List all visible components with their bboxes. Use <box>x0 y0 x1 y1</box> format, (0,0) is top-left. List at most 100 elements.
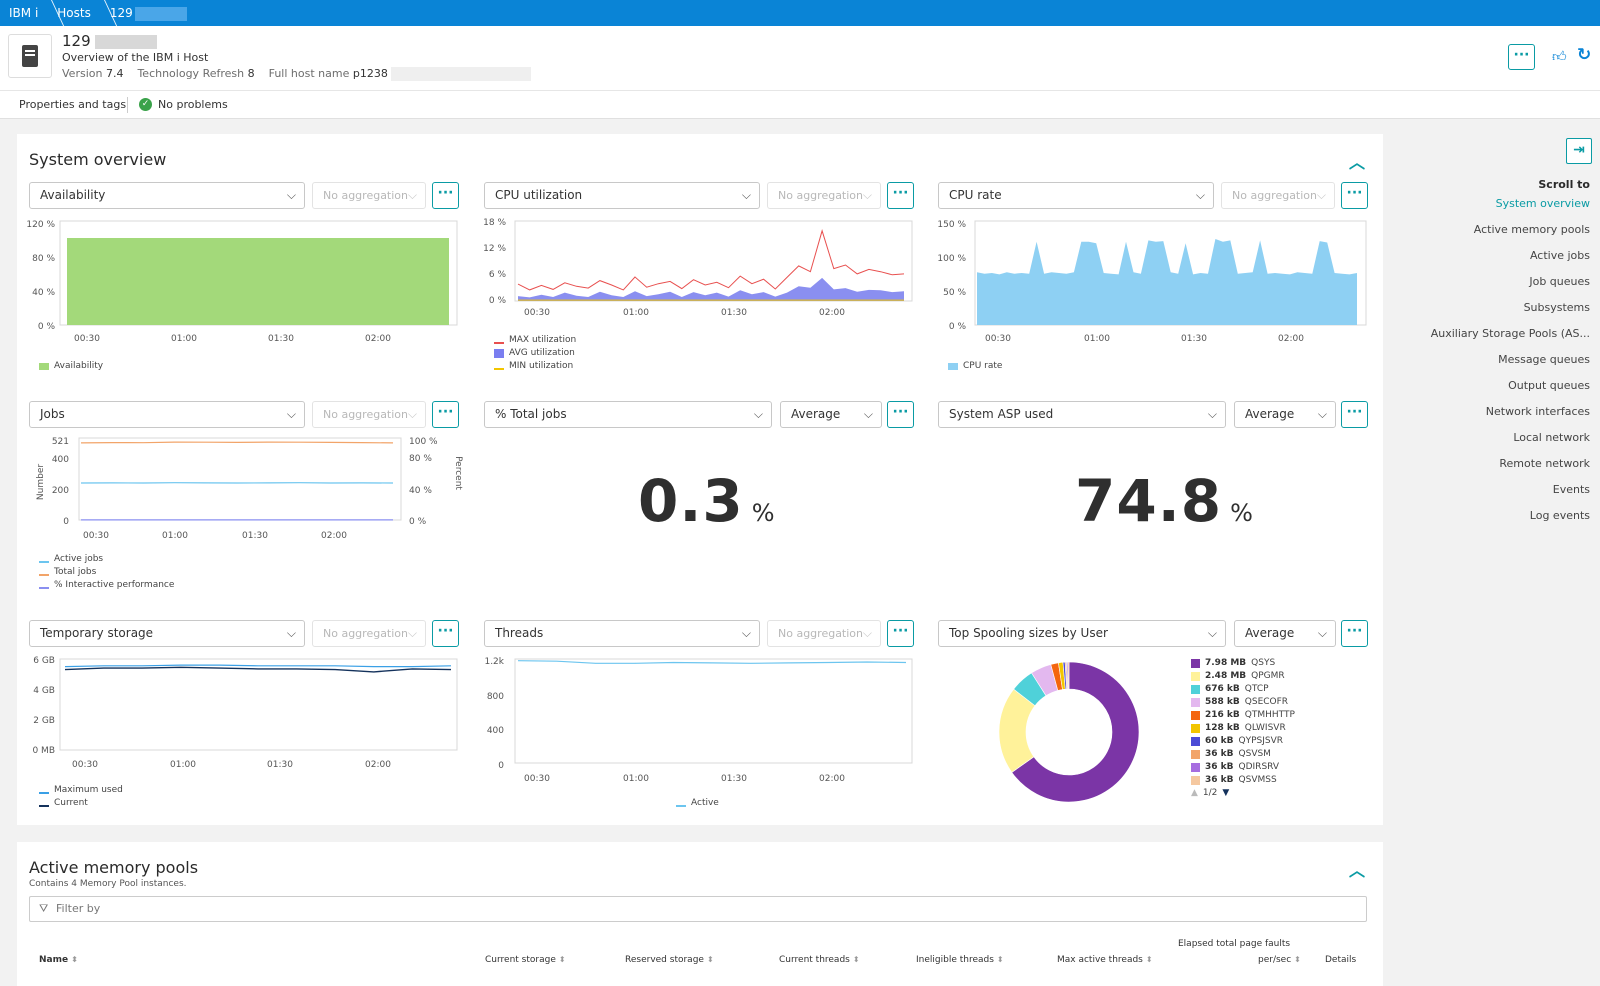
metric-select[interactable]: % Total jobs ⌵ <box>484 401 772 428</box>
nav-local-network[interactable]: Local network <box>1513 431 1590 444</box>
metric-select[interactable]: Jobs ⌵ <box>29 401 305 428</box>
column-page-faults-unit[interactable]: per/sec ⬍ <box>1258 955 1301 965</box>
legend-item[interactable]: Availability <box>39 360 103 373</box>
nav-auxiliary-storage-pools[interactable]: Auxiliary Storage Pools (AS... <box>1430 327 1590 340</box>
refresh-icon[interactable]: ↻ <box>1577 45 1592 65</box>
sort-icon: ⬍ <box>71 955 78 964</box>
metric-select[interactable]: CPU rate ⌵ <box>938 182 1214 209</box>
nav-job-queues[interactable]: Job queues <box>1529 275 1590 288</box>
column-max-active-threads[interactable]: Max active threads ⬍ <box>1057 955 1153 965</box>
breadcrumb-ibmi[interactable]: IBM i <box>0 0 48 26</box>
line-series-icon <box>676 801 686 807</box>
donut-legend-item[interactable]: 128 kB QLWISVR <box>1191 722 1295 735</box>
nav-active-memory-pools[interactable]: Active memory pools <box>1473 223 1590 236</box>
legend-item[interactable]: CPU rate <box>948 360 1002 373</box>
column-current-storage[interactable]: Current storage ⬍ <box>485 955 566 965</box>
column-name[interactable]: Name ⬍ <box>39 955 78 965</box>
aggregation-select[interactable]: Average ⌵ <box>780 401 882 428</box>
system-overview-section: System overview ︿ Availability ⌵ No aggre… <box>17 134 1383 825</box>
properties-and-tags-link[interactable]: Properties and tags <box>19 98 127 111</box>
tile-menu-button[interactable]: ··· <box>1341 620 1368 647</box>
tile-menu-button[interactable]: ··· <box>887 620 914 647</box>
thumbs-up-icon[interactable]: 👍︎ <box>1552 49 1567 65</box>
legend-label: QDIRSRV <box>1238 762 1280 772</box>
metric-select[interactable]: Availability ⌵ <box>29 182 305 209</box>
line-series-icon <box>39 570 49 576</box>
nav-network-interfaces[interactable]: Network interfaces <box>1485 405 1590 418</box>
breadcrumb-host[interactable]: 129 <box>101 0 197 26</box>
nav-remote-network[interactable]: Remote network <box>1499 457 1590 470</box>
tile-menu-button[interactable]: ··· <box>432 620 459 647</box>
column-current-threads[interactable]: Current threads ⬍ <box>779 955 860 965</box>
nav-system-overview[interactable]: System overview <box>1495 197 1590 210</box>
donut-legend-item[interactable]: 36 kB QDIRSRV <box>1191 761 1295 774</box>
nav-log-events[interactable]: Log events <box>1529 509 1590 522</box>
column-ineligible-threads[interactable]: Ineligible threads ⬍ <box>916 955 1004 965</box>
legend-pager[interactable]: ▲ 1/2 ▼ <box>1191 787 1295 800</box>
nav-message-queues[interactable]: Message queues <box>1498 353 1590 366</box>
tile-menu-button[interactable]: ··· <box>1341 182 1368 209</box>
donut-slice[interactable] <box>1067 661 1070 690</box>
tile-menu-button[interactable]: ··· <box>432 401 459 428</box>
tile-menu-button[interactable]: ··· <box>432 182 459 209</box>
problems-status[interactable]: No problems <box>158 98 228 111</box>
collapse-panel-icon[interactable]: ⇥ <box>1566 138 1592 164</box>
donut-legend-item[interactable]: 36 kB QSVMSS <box>1191 774 1295 787</box>
y-tick: 200 <box>52 486 69 496</box>
breadcrumb-hosts[interactable]: Hosts <box>48 0 101 26</box>
nav-output-queues[interactable]: Output queues <box>1508 379 1590 392</box>
legend-item[interactable]: % Interactive performance <box>39 579 174 592</box>
donut-legend-item[interactable]: 216 kB QTMHHTTP <box>1191 709 1295 722</box>
legend-item[interactable]: Current <box>39 797 123 810</box>
tile-menu-button[interactable]: ··· <box>887 182 914 209</box>
metric-select[interactable]: Temporary storage ⌵ <box>29 620 305 647</box>
donut-legend-item[interactable]: 588 kB QSECOFR <box>1191 696 1295 709</box>
donut-slice[interactable] <box>1011 661 1140 803</box>
nav-subsystems[interactable]: Subsystems <box>1523 301 1590 314</box>
y-tick: 18 % <box>483 218 506 228</box>
metric-select[interactable]: CPU utilization ⌵ <box>484 182 760 209</box>
legend-item[interactable]: Active jobs <box>39 553 174 566</box>
legend-item[interactable]: MIN utilization <box>494 360 576 373</box>
y2-tick: 40 % <box>409 486 432 496</box>
y-tick: 50 % <box>943 288 966 298</box>
aggregation-select[interactable]: Average ⌵ <box>1234 620 1336 647</box>
pager-down-icon[interactable]: ▼ <box>1222 788 1230 798</box>
legend-item[interactable]: MAX utilization <box>494 334 576 347</box>
column-page-faults[interactable]: Elapsed total page faults <box>1178 939 1291 949</box>
legend-item[interactable]: AVG utilization <box>494 347 576 360</box>
collapse-icon[interactable]: ︿ <box>1348 153 1365 172</box>
tile-menu-button[interactable]: ··· <box>887 401 914 428</box>
metric-select[interactable]: Top Spooling sizes by User ⌵ <box>938 620 1226 647</box>
chevron-down-icon: ⌵ <box>286 188 296 202</box>
collapse-icon[interactable]: ︿ <box>1348 861 1365 880</box>
pager-up-icon[interactable]: ▲ <box>1191 788 1198 798</box>
chevron-down-icon: ⌵ <box>407 188 417 202</box>
y-tick: 800 <box>487 692 504 702</box>
legend-item[interactable]: Active <box>676 797 719 810</box>
y-tick: 150 % <box>937 220 966 230</box>
column-reserved-storage[interactable]: Reserved storage ⬍ <box>625 955 714 965</box>
donut-legend-item[interactable]: 7.98 MB QSYS <box>1191 657 1295 670</box>
tile-threads: Threads ⌵ No aggregation ⌵ ··· 1.2k 800 40… <box>484 620 914 820</box>
donut-legend-item[interactable]: 676 kB QTCP <box>1191 683 1295 696</box>
legend-item[interactable]: Total jobs <box>39 566 174 579</box>
donut-legend-item[interactable]: 36 kB QSVSM <box>1191 748 1295 761</box>
nav-events[interactable]: Events <box>1552 483 1590 496</box>
donut-legend-item[interactable]: 60 kB QYPSJSVR <box>1191 735 1295 748</box>
aggregation-select[interactable]: Average ⌵ <box>1234 401 1336 428</box>
metric-select[interactable]: System ASP used ⌵ <box>938 401 1226 428</box>
x-tick: 01:00 <box>623 774 649 784</box>
more-actions-button[interactable]: ··· <box>1508 44 1535 70</box>
nav-active-jobs[interactable]: Active jobs <box>1529 249 1590 262</box>
legend-swatch <box>1191 724 1200 733</box>
filter-input[interactable]: ⛛ Filter by <box>29 896 1367 922</box>
legend-value: 676 kB <box>1205 684 1240 694</box>
sort-icon: ⬍ <box>852 955 860 964</box>
metric-select[interactable]: Threads ⌵ <box>484 620 760 647</box>
donut-legend-item[interactable]: 2.48 MB QPGMR <box>1191 670 1295 683</box>
x-tick: 01:30 <box>721 308 747 318</box>
tile-menu-button[interactable]: ··· <box>1341 401 1368 428</box>
area-series-icon <box>494 349 504 358</box>
legend-item[interactable]: Maximum used <box>39 784 123 797</box>
